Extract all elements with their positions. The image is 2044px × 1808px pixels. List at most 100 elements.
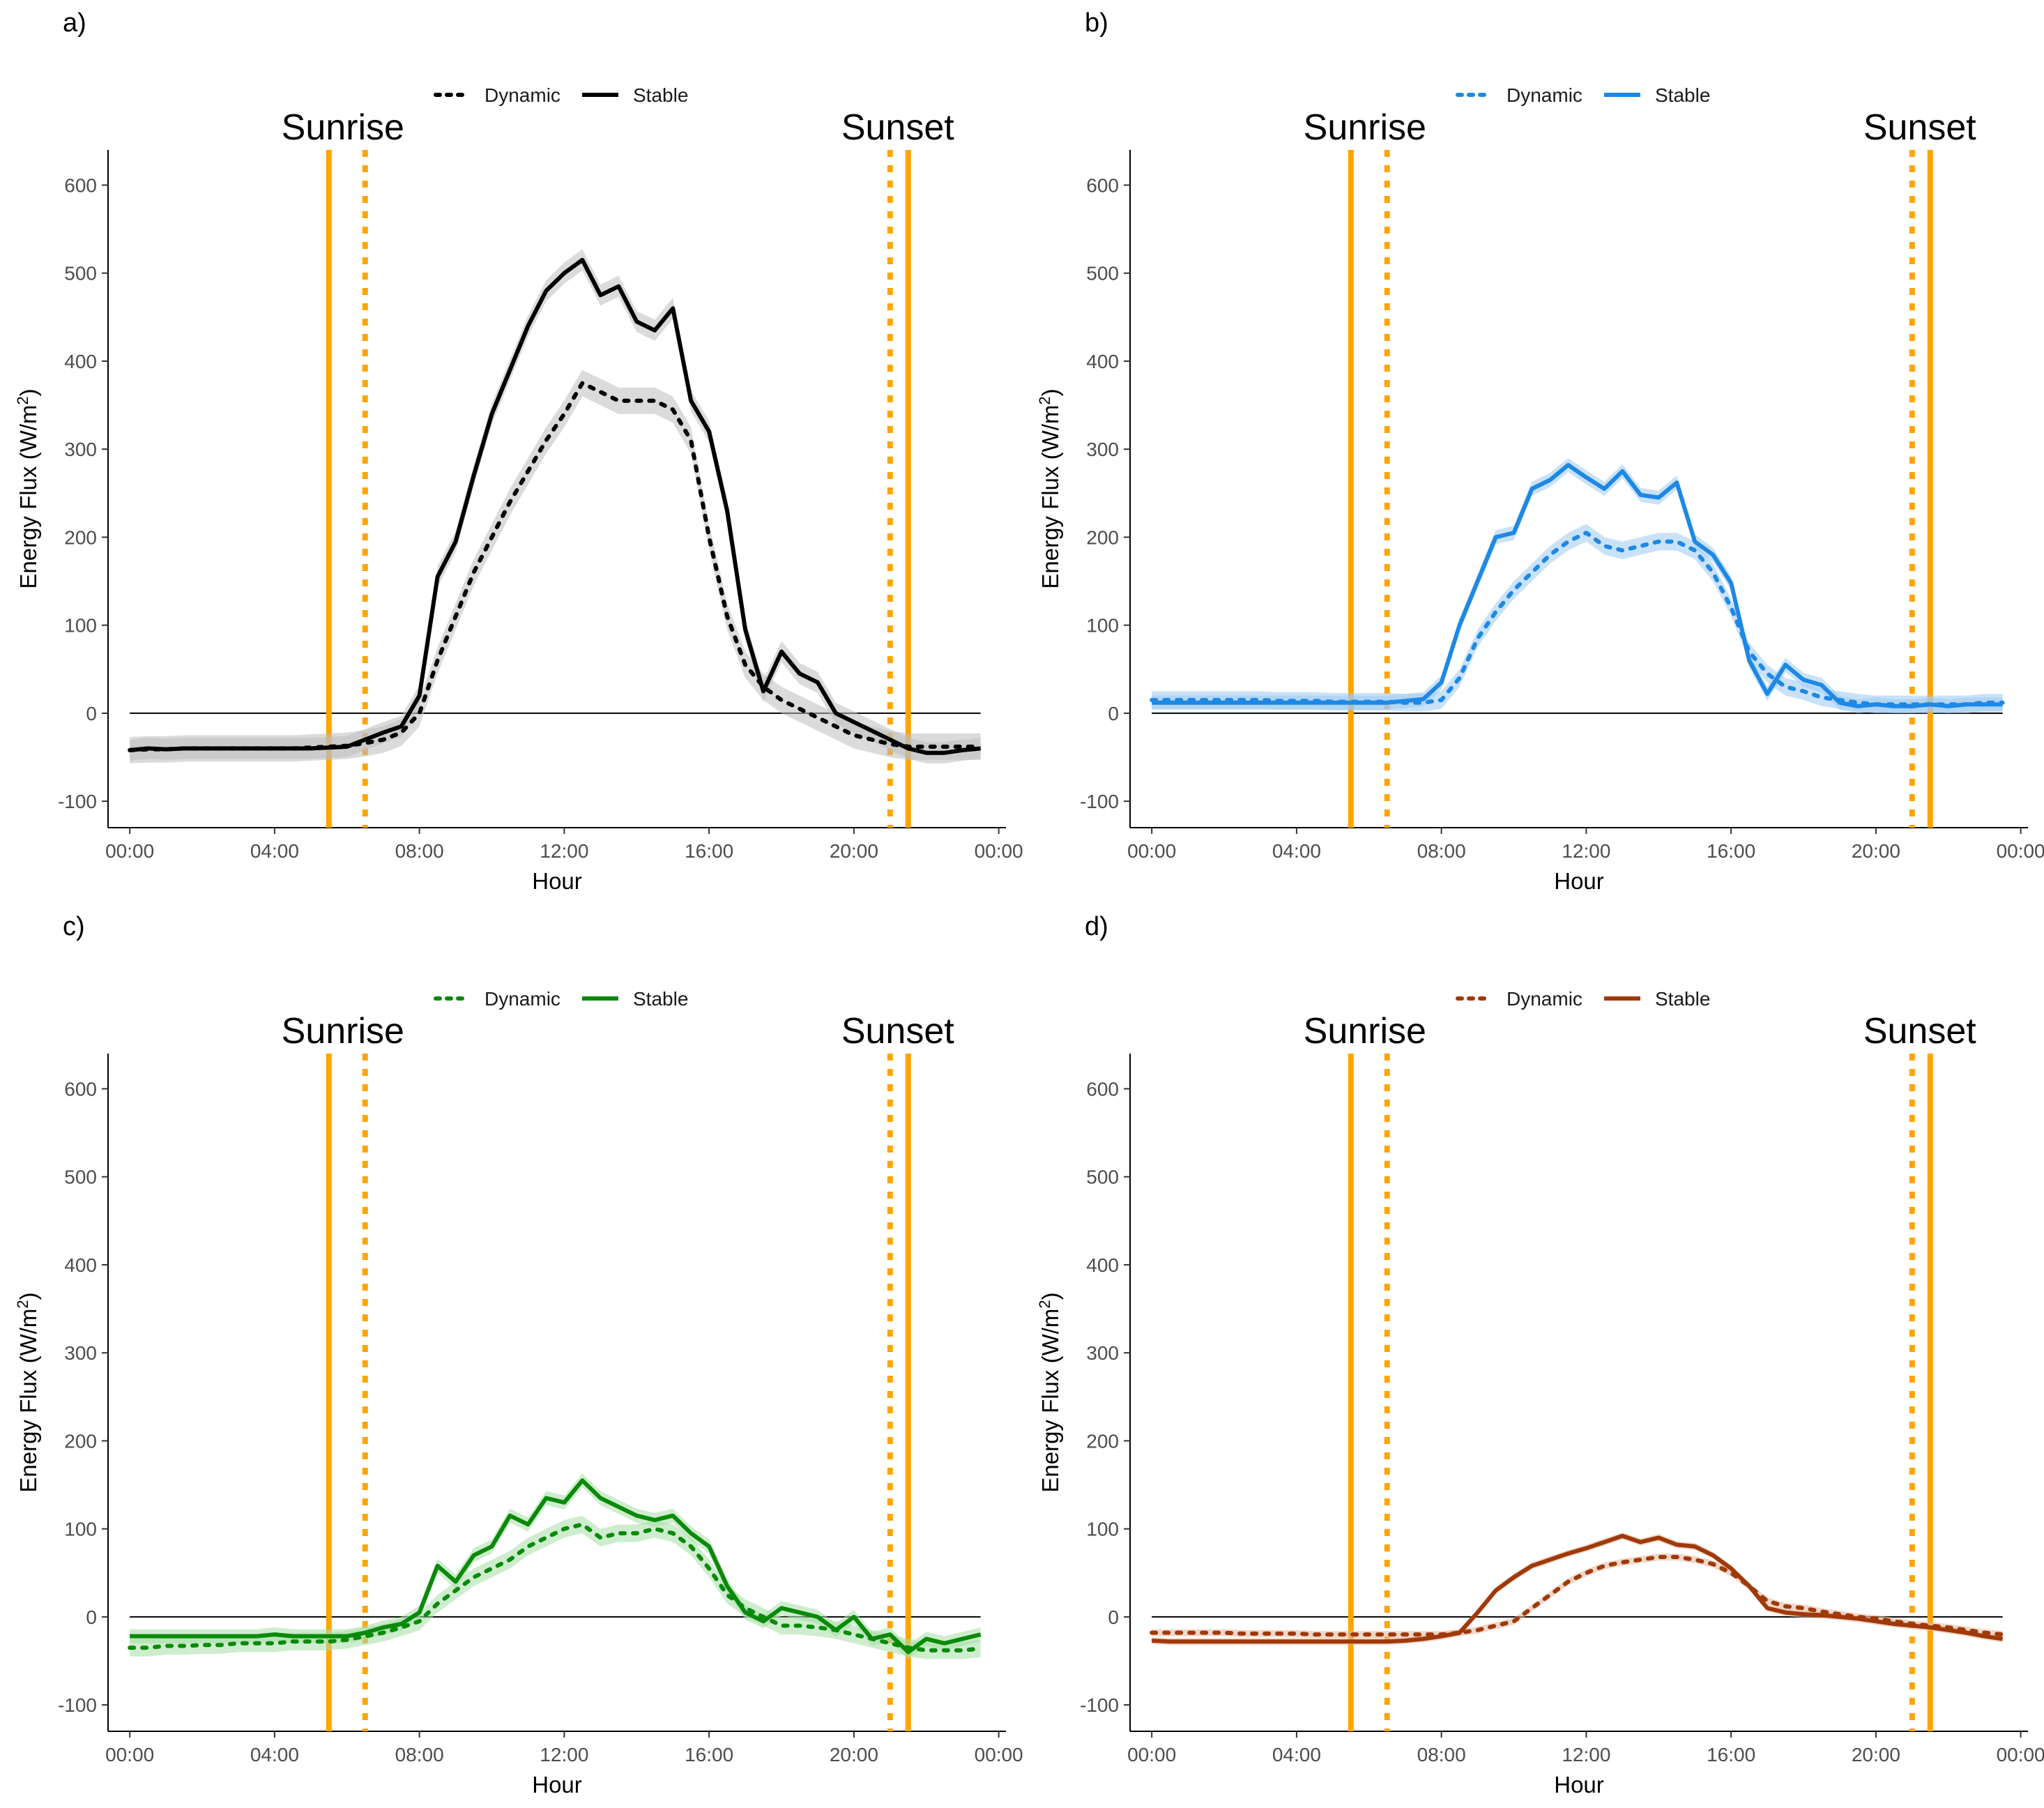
panel-c: c) Dynamic Stable -100 0 100 200 300 400 500 600 00… <box>0 904 1023 1807</box>
chart-svg: d) Dynamic Stable -100 0 100 200 300 400 500 600 00… <box>1036 912 2044 1798</box>
y-tick-label: -100 <box>1080 791 1119 812</box>
x-tick-label: 08:00 <box>395 1744 444 1765</box>
sunset-label: Sunset <box>841 1011 954 1051</box>
y-tick-label: 400 <box>64 1254 97 1276</box>
x-tick-label: 16:00 <box>685 1744 733 1765</box>
x-tick-label: 12:00 <box>540 1744 588 1765</box>
y-axis-title-superscript: 2 <box>14 396 31 404</box>
x-tick-label: 00:00 <box>105 840 154 862</box>
chart-svg: c) Dynamic Stable -100 0 100 200 300 400 500 600 00… <box>14 912 1023 1798</box>
y-axis-title-superscript: 2 <box>1036 396 1053 404</box>
band-dynamic <box>1152 1553 2003 1639</box>
y-tick-label: 600 <box>1086 1078 1119 1100</box>
legend: Dynamic Stable <box>1456 84 1710 106</box>
y-tick-label: 0 <box>86 1606 97 1628</box>
y-axis-title-main: Energy Flux (W/m <box>1037 1309 1063 1493</box>
panel-b: b) Dynamic Stable -100 0 100 200 300 400 500 600 00… <box>1022 0 2044 904</box>
series-line-stable <box>1152 1533 2004 1644</box>
chart-svg: a) Dynamic Stable -100 0 100 200 300 400 500 600 00… <box>14 8 1023 894</box>
y-tick-label: 300 <box>64 1342 97 1364</box>
y-tick-label: -100 <box>58 1694 97 1716</box>
series-line-dynamic <box>128 1522 983 1653</box>
y-tick-label: 400 <box>1086 1254 1119 1276</box>
x-tick-label: 04:00 <box>1272 840 1321 862</box>
y-tick-label: 300 <box>1086 1342 1119 1364</box>
legend: Dynamic Stable <box>434 84 688 106</box>
y-tick-label: 0 <box>86 703 97 724</box>
x-tick-label: 08:00 <box>1417 1744 1466 1765</box>
x-tick-label: 00:00 <box>1127 840 1176 862</box>
series-line-dynamic <box>1150 531 2005 707</box>
x-tick-label: 20:00 <box>830 1744 878 1765</box>
y-tick-label: 500 <box>64 1167 97 1188</box>
band-dynamic <box>1152 524 2003 713</box>
series-line-stable <box>130 1478 982 1655</box>
chart-svg: b) Dynamic Stable -100 0 100 200 300 400 500 600 00… <box>1036 8 2044 894</box>
sunrise-label: Sunrise <box>1304 107 1426 148</box>
y-tick-label: 200 <box>64 526 97 548</box>
series-line-dynamic <box>1150 1555 2005 1637</box>
x-tick-label: 08:00 <box>1417 840 1466 862</box>
y-axis-title: Energy Flux (W/m2) <box>14 388 41 588</box>
legend-label-dynamic: Dynamic <box>485 988 560 1010</box>
y-axis-title-main: Energy Flux (W/m <box>1037 405 1063 589</box>
x-tick-label: 20:00 <box>1852 840 1900 862</box>
sunrise-label: Sunrise <box>282 107 404 148</box>
x-tick-label: 04:00 <box>250 1744 299 1765</box>
series-line-dynamic <box>128 381 983 752</box>
y-tick-label: 600 <box>1086 174 1119 196</box>
y-tick-label: 100 <box>64 615 97 637</box>
y-tick-label: 200 <box>1086 526 1119 548</box>
legend-label-dynamic: Dynamic <box>485 84 560 106</box>
x-tick-label: 04:00 <box>250 840 299 862</box>
x-tick-label: 00:00 <box>1127 1744 1176 1765</box>
y-tick-label: 200 <box>1086 1430 1119 1452</box>
y-axis-title-tail: ) <box>15 388 41 396</box>
y-tick-label: 100 <box>1086 615 1119 637</box>
y-tick-label: 0 <box>1108 1606 1119 1628</box>
panel-label: a) <box>63 8 86 38</box>
x-tick-label: 16:00 <box>685 840 733 862</box>
legend: Dynamic Stable <box>434 988 688 1010</box>
x-tick-label: 16:00 <box>1707 1744 1755 1765</box>
sunset-label: Sunset <box>1863 107 1976 148</box>
y-axis-title-main: Energy Flux (W/m <box>15 1309 41 1493</box>
sunrise-label: Sunrise <box>282 1011 404 1051</box>
series-line-stable <box>129 257 981 755</box>
x-tick-label: 20:00 <box>830 840 878 862</box>
legend-label-dynamic: Dynamic <box>1507 84 1582 106</box>
sunrise-label: Sunrise <box>1304 1011 1426 1051</box>
y-tick-label: 100 <box>64 1519 97 1540</box>
y-tick-label: -100 <box>58 791 97 812</box>
x-tick-label: 08:00 <box>395 840 444 862</box>
x-axis-title: Hour <box>532 868 582 894</box>
y-tick-label: 300 <box>64 439 97 460</box>
legend-label-dynamic: Dynamic <box>1507 988 1582 1010</box>
y-tick-label: 600 <box>64 1078 97 1100</box>
y-axis-title: Energy Flux (W/m2) <box>1036 388 1063 588</box>
x-tick-label: 00:00 <box>1997 840 2044 862</box>
y-axis-title-superscript: 2 <box>14 1300 31 1308</box>
x-tick-label: 12:00 <box>540 840 588 862</box>
panel-label: c) <box>63 912 85 941</box>
x-axis-title: Hour <box>1554 868 1604 894</box>
x-tick-label: 12:00 <box>1562 1744 1610 1765</box>
x-axis-title: Hour <box>1554 1772 1604 1798</box>
legend-label-stable: Stable <box>633 988 688 1010</box>
panel-d: d) Dynamic Stable -100 0 100 200 300 400 500 600 00… <box>1022 904 2044 1807</box>
y-tick-label: 100 <box>1086 1519 1119 1540</box>
y-tick-label: 600 <box>64 174 97 196</box>
y-tick-label: 400 <box>1086 351 1119 372</box>
legend: Dynamic Stable <box>1456 988 1710 1010</box>
y-tick-label: 0 <box>1108 703 1119 724</box>
y-axis-title: Energy Flux (W/m2) <box>1036 1292 1063 1492</box>
x-tick-label: 12:00 <box>1562 840 1610 862</box>
x-tick-label: 16:00 <box>1707 840 1755 862</box>
y-tick-label: 500 <box>1086 1167 1119 1188</box>
y-axis-title-tail: ) <box>1037 388 1063 396</box>
x-tick-label: 00:00 <box>1997 1744 2044 1765</box>
y-tick-label: -100 <box>1080 1694 1119 1716</box>
band-dynamic <box>130 1515 981 1659</box>
panel-label: d) <box>1085 912 1108 941</box>
